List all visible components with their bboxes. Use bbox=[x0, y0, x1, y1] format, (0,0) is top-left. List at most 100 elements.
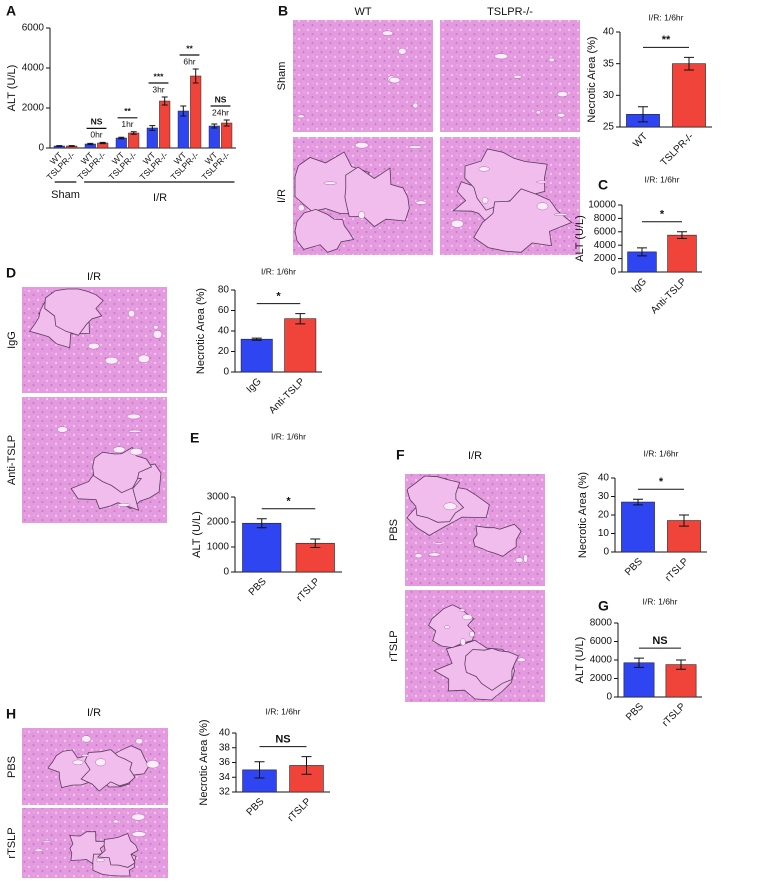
chart-title: I/R: 1/6hr bbox=[266, 706, 301, 716]
error-bar bbox=[256, 518, 267, 529]
vessel bbox=[81, 753, 89, 757]
vessel bbox=[129, 448, 143, 456]
y-tick-label: 0 bbox=[606, 692, 612, 703]
significance: * bbox=[286, 496, 291, 508]
error-bar bbox=[87, 142, 94, 146]
vessel bbox=[87, 342, 100, 350]
vessel bbox=[461, 614, 473, 621]
vessel bbox=[517, 657, 526, 663]
vessel bbox=[126, 413, 141, 420]
x-tick-label: PBS bbox=[624, 701, 646, 723]
vessel bbox=[450, 219, 464, 228]
y-tick-label: 80 bbox=[218, 285, 230, 296]
vessel bbox=[128, 309, 135, 318]
vessel bbox=[112, 819, 120, 824]
histology-image bbox=[22, 808, 168, 878]
significance: * bbox=[276, 290, 281, 302]
error-bar bbox=[676, 659, 686, 670]
vessel bbox=[513, 74, 522, 79]
vessel bbox=[494, 53, 509, 60]
histology-image bbox=[293, 20, 433, 132]
vessel bbox=[72, 759, 84, 766]
significance: NS bbox=[91, 117, 103, 127]
bar bbox=[240, 338, 273, 373]
error-bar bbox=[633, 498, 643, 506]
bar bbox=[623, 662, 655, 698]
error-bar bbox=[638, 106, 648, 123]
bar bbox=[221, 122, 233, 149]
x-tick-label: Anti-TSLP bbox=[267, 376, 307, 416]
y-tick-label: 30 bbox=[603, 90, 615, 101]
x-tick-label: PBS bbox=[247, 576, 269, 598]
y-tick-label: 6000 bbox=[22, 23, 45, 34]
bar bbox=[665, 664, 697, 698]
vessel bbox=[153, 324, 159, 330]
vessel bbox=[412, 102, 419, 109]
vessel bbox=[381, 30, 394, 36]
y-tick-label: 0 bbox=[610, 267, 616, 278]
vessel bbox=[152, 330, 163, 339]
group-label: Sham bbox=[51, 189, 80, 201]
vessel bbox=[469, 630, 475, 638]
vessel bbox=[117, 503, 131, 507]
significance: * bbox=[660, 209, 665, 221]
y-tick-label: 4000 bbox=[590, 655, 613, 666]
y-tick-label: 20 bbox=[598, 510, 610, 521]
histology-image bbox=[440, 137, 580, 255]
timepoint: 0hr bbox=[90, 130, 102, 140]
significance: ** bbox=[186, 43, 193, 53]
group-label: I/R bbox=[153, 192, 167, 204]
bar bbox=[295, 542, 335, 573]
panel-letter: D bbox=[6, 265, 16, 281]
y-tick-label: 25 bbox=[603, 122, 615, 133]
y-tick-label: 2000 bbox=[207, 517, 230, 528]
necrotic-area bbox=[80, 749, 136, 792]
timepoint: 1hr bbox=[121, 119, 133, 129]
timepoint: 3hr bbox=[152, 84, 164, 94]
vessel bbox=[57, 426, 68, 433]
row-label: I/R bbox=[276, 189, 288, 203]
vessel bbox=[535, 110, 541, 115]
y-tick-label: 38 bbox=[219, 742, 231, 753]
vessel bbox=[553, 213, 568, 216]
necrotic-area bbox=[96, 832, 139, 868]
significance: NS bbox=[275, 734, 290, 746]
vessel bbox=[556, 112, 566, 118]
necrotic-area bbox=[294, 208, 355, 253]
vessel bbox=[481, 196, 489, 204]
error-bar bbox=[684, 56, 694, 71]
vessel bbox=[297, 114, 305, 119]
histology-image bbox=[405, 474, 545, 586]
vessel bbox=[131, 831, 147, 838]
image-panel-title: I/R bbox=[87, 707, 101, 719]
error-bar bbox=[149, 125, 156, 131]
y-tick-label: 2000 bbox=[594, 253, 617, 264]
vessel bbox=[95, 858, 105, 863]
y-tick-label: 8000 bbox=[590, 618, 613, 629]
y-tick-label: 1000 bbox=[207, 542, 230, 553]
vessel bbox=[137, 354, 150, 363]
bar bbox=[208, 125, 220, 149]
significance: NS bbox=[215, 94, 227, 104]
y-axis-label: Necrotic Area (%) bbox=[577, 472, 589, 558]
y-tick-label: 0 bbox=[223, 367, 229, 378]
x-tick-label: rTSLP bbox=[286, 796, 314, 824]
y-axis-label: Necrotic Area (%) bbox=[586, 36, 598, 122]
y-tick-label: 40 bbox=[219, 728, 231, 739]
vessel bbox=[323, 181, 337, 185]
vessel bbox=[131, 813, 146, 821]
y-tick-label: 4000 bbox=[594, 240, 617, 251]
y-tick-label: 36 bbox=[219, 757, 231, 768]
bar bbox=[672, 63, 706, 128]
vessel bbox=[535, 180, 548, 184]
y-tick-label: 35 bbox=[603, 58, 615, 69]
timepoint: 6hr bbox=[183, 56, 195, 66]
vessel bbox=[459, 608, 466, 612]
panel-letter: G bbox=[598, 598, 609, 614]
y-tick-label: 30 bbox=[598, 491, 610, 502]
vessel bbox=[146, 760, 160, 769]
x-tick-label: rTSLP bbox=[663, 556, 691, 584]
histology-image bbox=[405, 590, 545, 702]
